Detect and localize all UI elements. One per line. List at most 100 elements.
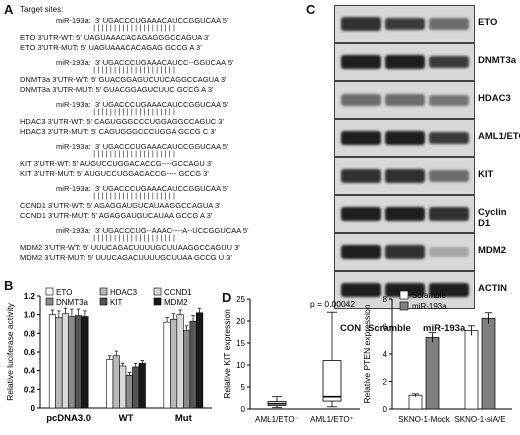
legend-swatch <box>153 297 162 306</box>
bar <box>176 314 184 409</box>
band <box>341 283 381 297</box>
blot-label: MDM2 <box>478 245 506 256</box>
band <box>341 131 381 145</box>
panel-d-chart: 0 5 10 15 20 25 Relative KIT expression p = 0.0… <box>222 295 360 424</box>
legend-swatch <box>45 297 54 306</box>
blot-kit <box>334 157 475 195</box>
seq-wt-5: CCND1 3'UTR-WT: 5' AGAGGAUGUCAUAAGGCCAGU… <box>20 201 221 210</box>
y-tick-label: 2 <box>383 378 388 387</box>
y-tick-label: 10 <box>236 361 245 370</box>
pairing-lines-1: |||||||||||||||||||| <box>92 25 177 33</box>
band <box>429 131 469 145</box>
blot-label: AML1/ETO <box>478 131 520 142</box>
blot-dnmt3a <box>334 43 475 81</box>
y-tick-label: 8 <box>383 295 388 304</box>
seq-wt-4: KIT 3'UTR-WT: 5' AUGUCCUGGACACCG----GCCA… <box>20 159 213 168</box>
bar <box>61 313 69 409</box>
panel-e-chart: 0 2 4 6 8 Relative PTEN expression SKNO-1-Mock… <box>362 290 512 424</box>
legend-swatch <box>99 287 108 296</box>
panel-label-c: C <box>306 2 316 17</box>
panel-label-a: A <box>4 2 14 17</box>
bar <box>408 394 423 410</box>
band <box>385 17 425 31</box>
bar <box>481 317 496 410</box>
legend-label: DNMT3a <box>56 298 89 307</box>
seq-mut-6: MDM2 3'UTR-MUT: 5' UUUCAGACUUUUGCUUAA GC… <box>20 253 232 262</box>
bar <box>196 312 204 409</box>
seq-mut-1: ETO 3'UTR-MUT: 5' UAGUAAACACAGAG GCCG A … <box>20 43 202 52</box>
x-tick-label: Mut <box>175 413 193 424</box>
pairing-lines-3: |||||||||||||||||||| <box>92 109 177 117</box>
band <box>341 17 381 31</box>
y-tick-label: 6 <box>383 323 388 332</box>
legend-swatch <box>99 297 108 306</box>
legend-label: Scramble <box>412 291 446 300</box>
seq-mut-4: KIT 3'UTR-MUT: 5' AUGUCCUGGACACCG---- GC… <box>20 169 209 178</box>
bar <box>189 320 197 409</box>
band <box>385 94 425 106</box>
blot-label: DNMT3a <box>478 55 517 66</box>
pairing-lines-2: |||||||||||||||||||| <box>92 67 177 75</box>
band <box>429 94 469 106</box>
seq-mut-5: CCND1 3'UTR-MUT: 5' AGAGGAUGUCAUAA GCCG … <box>20 211 213 220</box>
blot-label: ACTIN <box>478 283 508 294</box>
target-sites-title: Target sites: <box>20 5 64 14</box>
band <box>429 283 469 297</box>
blot-eto <box>334 5 475 43</box>
band <box>385 169 425 183</box>
blot-label: HDAC3 <box>478 93 511 104</box>
y-axis-label: Relative luciferase activity <box>5 302 15 401</box>
y-tick-label: 15 <box>236 339 245 348</box>
x-tick-label: SKNO-1-siA/E <box>454 415 505 424</box>
bar <box>163 321 171 409</box>
panel-label-d: D <box>222 290 232 305</box>
x-tick-label: AML1/ETO⁻ <box>255 415 299 424</box>
bar <box>68 316 76 409</box>
x-tick-label: WT <box>119 413 134 424</box>
legend-swatch <box>153 287 162 296</box>
bar <box>425 337 440 410</box>
band <box>385 55 425 69</box>
blot-label: ETO <box>478 17 498 28</box>
y-tick-label: 25 <box>236 295 245 304</box>
band <box>429 247 469 257</box>
band <box>341 207 381 221</box>
blot-cyclin-d1 <box>334 195 475 233</box>
blot-aml1-eto <box>334 119 475 157</box>
band <box>341 245 381 259</box>
bar <box>48 314 56 409</box>
legend-swatch <box>399 301 409 311</box>
blot-mdm2 <box>334 233 475 271</box>
bar <box>119 365 127 409</box>
seq-mut-2: DNMT3a 3'UTR-MUT: 5' GUACGGAGUCUUC GCCG … <box>20 85 214 94</box>
y-axis-label: Relative KIT expression <box>222 309 232 399</box>
panel-label-b: B <box>4 278 14 293</box>
band <box>385 207 425 221</box>
seq-mir-5: miR-193a: 3' UGACCCUGAAACAUCCGGUCAA 5' <box>56 184 229 193</box>
legend-label: miR-193a <box>412 302 447 311</box>
legend-label: CCND1 <box>164 288 192 297</box>
band <box>341 94 381 106</box>
seq-mir-2: miR-193a: 3' UGACCCUGAAACAUCC--GGUCAA 5' <box>56 58 234 67</box>
bar <box>125 375 133 409</box>
y-tick-label: 1.0 <box>24 311 36 320</box>
y-tick-label: 0.2 <box>24 385 36 394</box>
pairing-lines-6: |||||||||||||||||||| <box>92 235 177 243</box>
x-tick-label: SKNO-1-Mock <box>398 415 451 424</box>
band <box>429 207 469 221</box>
y-axis-label: Relative PTEN expression <box>362 304 372 403</box>
p-value-label: p = 0.00042 <box>310 299 355 309</box>
bar <box>81 316 89 409</box>
y-tick-label: 0 <box>31 404 36 413</box>
bar <box>464 330 479 410</box>
blot-label: Cyclin D1 <box>478 207 507 229</box>
lane-label-con: CON <box>340 323 362 334</box>
seq-mir-3: miR-193a: 3' UGACCCUGAAACAUCCGGUCAA 5' <box>56 100 229 109</box>
y-tick-label: 0.8 <box>24 329 36 338</box>
legend-label: HDAC3 <box>110 288 138 297</box>
blot-label: KIT <box>478 169 494 180</box>
band <box>341 55 381 69</box>
y-tick-label: 0 <box>241 405 246 414</box>
legend-swatch <box>399 290 409 300</box>
bar <box>112 355 120 409</box>
